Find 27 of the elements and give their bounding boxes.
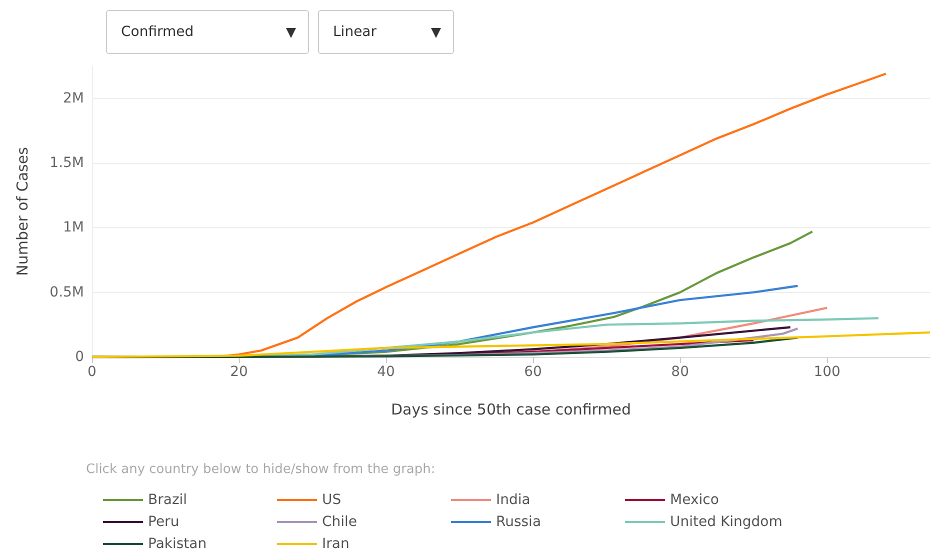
x-tick-label: 40 xyxy=(377,364,395,380)
legend-label: Mexico xyxy=(670,492,719,508)
text: Click any country below to hide/show from the graph: xyxy=(86,462,436,477)
dropdown: Confirmed xyxy=(106,10,309,54)
y-axis-title: Number of Cases xyxy=(14,146,32,276)
legend-label: Iran xyxy=(322,536,350,552)
y-tick-label: 1M xyxy=(63,220,84,236)
legend-label: Chile xyxy=(322,514,358,530)
legend-label: Pakistan xyxy=(148,536,207,552)
x-tick-label: 80 xyxy=(671,364,689,380)
y-tick-label: 1.5M xyxy=(50,155,84,171)
legend-label: Peru xyxy=(148,514,180,530)
x-tick-label: 0 xyxy=(88,364,96,380)
x-tick-label: 20 xyxy=(230,364,248,380)
legend-label: Russia xyxy=(496,514,542,530)
legend-label: United Kingdom xyxy=(670,514,782,530)
legend-label: Brazil xyxy=(148,492,188,508)
legend-label: US xyxy=(322,492,342,508)
legend-label: India xyxy=(496,492,530,508)
line-series xyxy=(90,331,932,358)
x-tick-label: 100 xyxy=(814,364,840,380)
x-tick-label: 60 xyxy=(524,364,542,380)
y-tick-label: 2M xyxy=(63,90,84,106)
y-tick-label: 0.5M xyxy=(50,284,84,300)
x-axis-title: Days since 50th case confirmed xyxy=(390,400,632,418)
dropdown: Linear xyxy=(318,10,454,54)
y-tick-label: 0 xyxy=(75,349,84,365)
